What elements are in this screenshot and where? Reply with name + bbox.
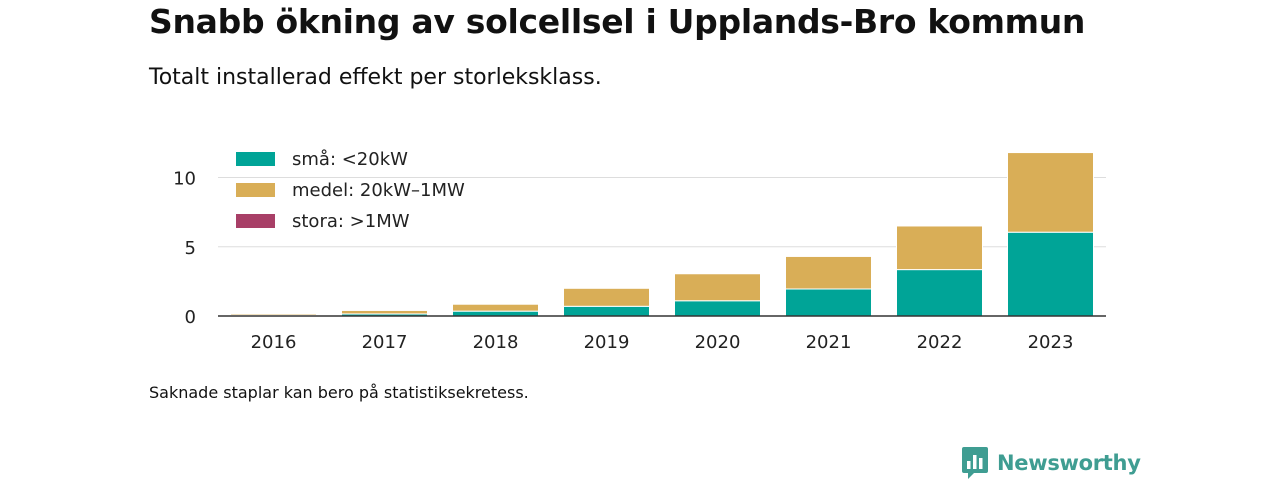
legend-swatch — [236, 183, 275, 197]
bar-segment — [896, 225, 983, 271]
bar-segment — [785, 255, 872, 290]
bar-segment — [452, 303, 539, 312]
legend-label: medel: 20kW–1MW — [292, 180, 465, 201]
bar-segment — [674, 273, 761, 302]
brand-name: Newsworthy — [997, 451, 1141, 475]
chart-title: Snabb ökning av solcellsel i Upplands-Br… — [149, 2, 1086, 41]
bars — [230, 152, 1094, 317]
y-tick-label: 10 — [173, 169, 196, 190]
legend-label: stora: >1MW — [292, 211, 410, 232]
y-tick-label: 0 — [185, 307, 196, 328]
bar-segment — [785, 288, 872, 317]
legend-label: små: <20kW — [292, 149, 408, 170]
newsworthy-logo-icon — [962, 447, 988, 479]
legend-swatch — [236, 214, 275, 228]
bar-segment — [1007, 152, 1094, 233]
legend: små: <20kW medel: 20kW–1MW stora: >1MW — [236, 149, 465, 232]
x-tick-label: 2016 — [251, 332, 297, 353]
footnote: Saknade staplar kan bero på statistiksek… — [149, 383, 529, 402]
brand-logo: Newsworthy — [961, 446, 1141, 480]
x-tick-label: 2020 — [695, 332, 741, 353]
chart-subtitle: Totalt installerad effekt per storlekskl… — [149, 65, 602, 90]
x-tick-label: 2022 — [917, 332, 963, 353]
bar-segment — [563, 305, 650, 317]
x-tick-label: 2021 — [806, 332, 852, 353]
axes: 0 5 10 2016 2017 2018 2019 2020 2021 2022 2023 — [173, 169, 1106, 353]
x-tick-label: 2019 — [584, 332, 630, 353]
bar-segment — [674, 300, 761, 317]
bar-segment — [896, 269, 983, 317]
legend-swatch — [236, 152, 275, 166]
bar-segment — [341, 309, 428, 315]
x-tick-label: 2018 — [473, 332, 519, 353]
y-tick-label: 5 — [185, 238, 196, 259]
bar-segment — [563, 287, 650, 307]
bar-segment — [230, 313, 317, 316]
x-tick-label: 2017 — [362, 332, 408, 353]
stacked-bar-chart: 0 5 10 2016 2017 2018 2019 2020 2021 2022 2023 små… — [173, 149, 1106, 353]
bar-segment — [1007, 231, 1094, 317]
x-tick-label: 2023 — [1028, 332, 1074, 353]
